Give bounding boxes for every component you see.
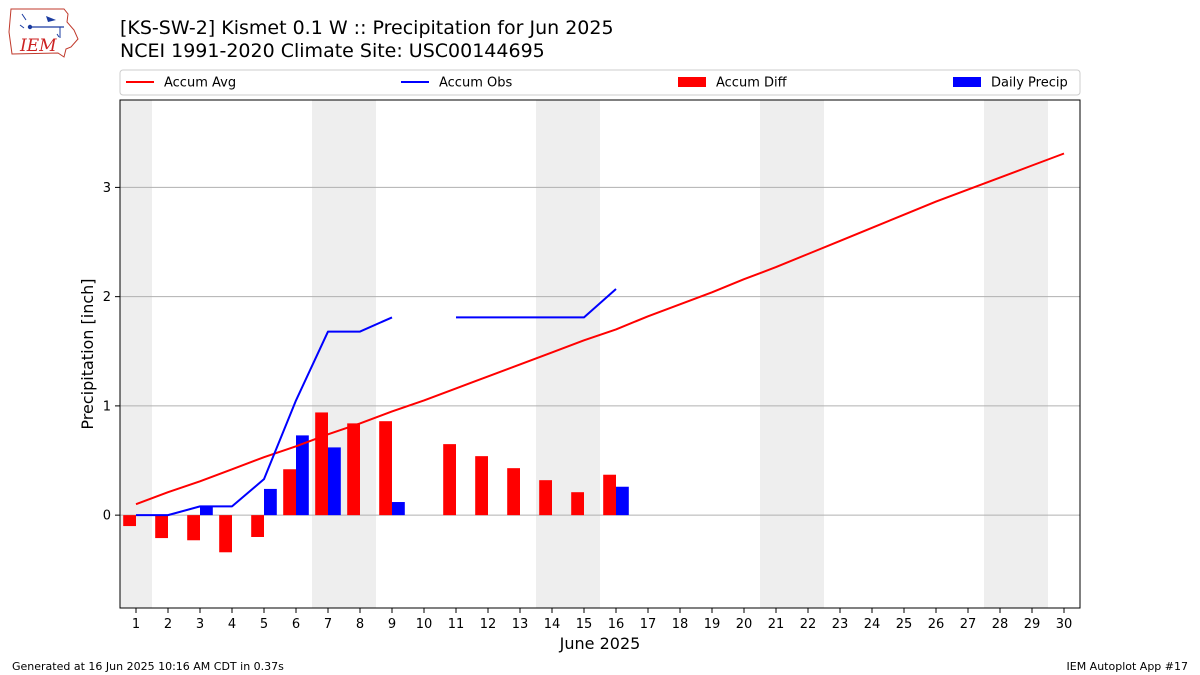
x-tick-label: 28 [992, 617, 1009, 632]
y-axis-label: Precipitation [inch] [78, 278, 97, 429]
x-tick-label: 2 [164, 617, 172, 632]
legend: Accum Avg Accum Obs Accum Diff Daily Precip [119, 69, 1081, 96]
daily-precip-bar [616, 486, 629, 516]
x-tick-label: 10 [416, 617, 433, 632]
x-tick-label: 27 [960, 617, 977, 632]
x-tick-label: 20 [736, 617, 753, 632]
x-tick-label: 24 [864, 617, 881, 632]
generated-timestamp: Generated at 16 Jun 2025 10:16 AM CDT in… [12, 660, 284, 673]
x-tick-label: 22 [800, 617, 817, 632]
accum-diff-bar [283, 469, 296, 516]
app-credit: IEM Autoplot App #17 [1066, 660, 1189, 673]
weekend-shade [760, 100, 824, 608]
x-tick-label: 17 [640, 617, 657, 632]
legend-accum-diff-swatch [678, 77, 706, 87]
accum-diff-bar [443, 444, 456, 516]
legend-accum-diff-label: Accum Diff [716, 76, 788, 91]
x-tick-label: 25 [896, 617, 913, 632]
x-tick-label: 1 [132, 617, 140, 632]
x-tick-label: 29 [1024, 617, 1041, 632]
accum-diff-bar [507, 468, 520, 516]
x-tick-label: 4 [228, 617, 236, 632]
accum-diff-bar [571, 492, 584, 516]
x-tick-label: 13 [512, 617, 529, 632]
daily-precip-bar [264, 488, 277, 516]
x-tick-label: 11 [448, 617, 465, 632]
x-tick-label: 9 [388, 617, 396, 632]
legend-accum-obs-label: Accum Obs [439, 76, 512, 91]
weekend-shade [312, 100, 376, 608]
daily-precip-bar [392, 502, 405, 516]
x-tick-label: 16 [608, 617, 625, 632]
x-tick-label: 21 [768, 617, 785, 632]
x-tick-label: 23 [832, 617, 849, 632]
legend-box [119, 69, 1081, 96]
plot-area-frame [119, 99, 1081, 609]
x-tick-label: 12 [480, 617, 497, 632]
accum-avg-line [135, 152, 1065, 506]
legend-daily-precip-swatch [953, 77, 981, 87]
accum-diff-bar [219, 515, 232, 553]
x-axis-label: June 2025 [559, 634, 641, 653]
iem-logo: IEM [8, 8, 79, 58]
x-tick-label: 15 [576, 617, 593, 632]
accum-diff-bar [347, 423, 360, 516]
y-tick-label: 2 [103, 290, 111, 305]
x-tick-label: 18 [672, 617, 689, 632]
weekend-shade [984, 100, 1048, 608]
weekend-shade [120, 100, 152, 608]
y-tick-label: 3 [103, 181, 111, 196]
accum-diff-bar [123, 515, 136, 527]
accum-diff-bar [379, 421, 392, 516]
accum-diff-bar [155, 515, 168, 539]
x-tick-label: 6 [292, 617, 300, 632]
x-tick-label: 30 [1056, 617, 1073, 632]
daily-precip-bar [200, 506, 213, 516]
iem-logo-text: IEM [19, 36, 57, 56]
x-tick-label: 3 [196, 617, 204, 632]
legend-daily-precip-label: Daily Precip [991, 76, 1068, 91]
chart-title: [KS-SW-2] Kismet 0.1 W :: Precipitation … [120, 17, 614, 39]
x-tick-label: 5 [260, 617, 268, 632]
x-tick-label: 26 [928, 617, 945, 632]
accum-diff-bar [187, 515, 200, 541]
accum-diff-bar [603, 474, 616, 516]
daily-precip-bar [296, 435, 309, 516]
accum-diff-bar [251, 515, 264, 537]
accum-diff-bar [475, 456, 488, 516]
x-tick-label: 8 [356, 617, 364, 632]
chart-subtitle: NCEI 1991-2020 Climate Site: USC00144695 [120, 40, 545, 62]
x-tick-label: 7 [324, 617, 332, 632]
y-tick-label: 1 [103, 399, 111, 414]
x-tick-label: 19 [704, 617, 721, 632]
accum-diff-bar [539, 480, 552, 516]
y-tick-label: 0 [103, 509, 111, 524]
daily-precip-bar [328, 447, 341, 516]
accum-diff-bar [315, 412, 328, 516]
x-tick-label: 14 [544, 617, 561, 632]
accum-obs-line [136, 288, 617, 517]
legend-accum-avg-label: Accum Avg [164, 76, 236, 91]
